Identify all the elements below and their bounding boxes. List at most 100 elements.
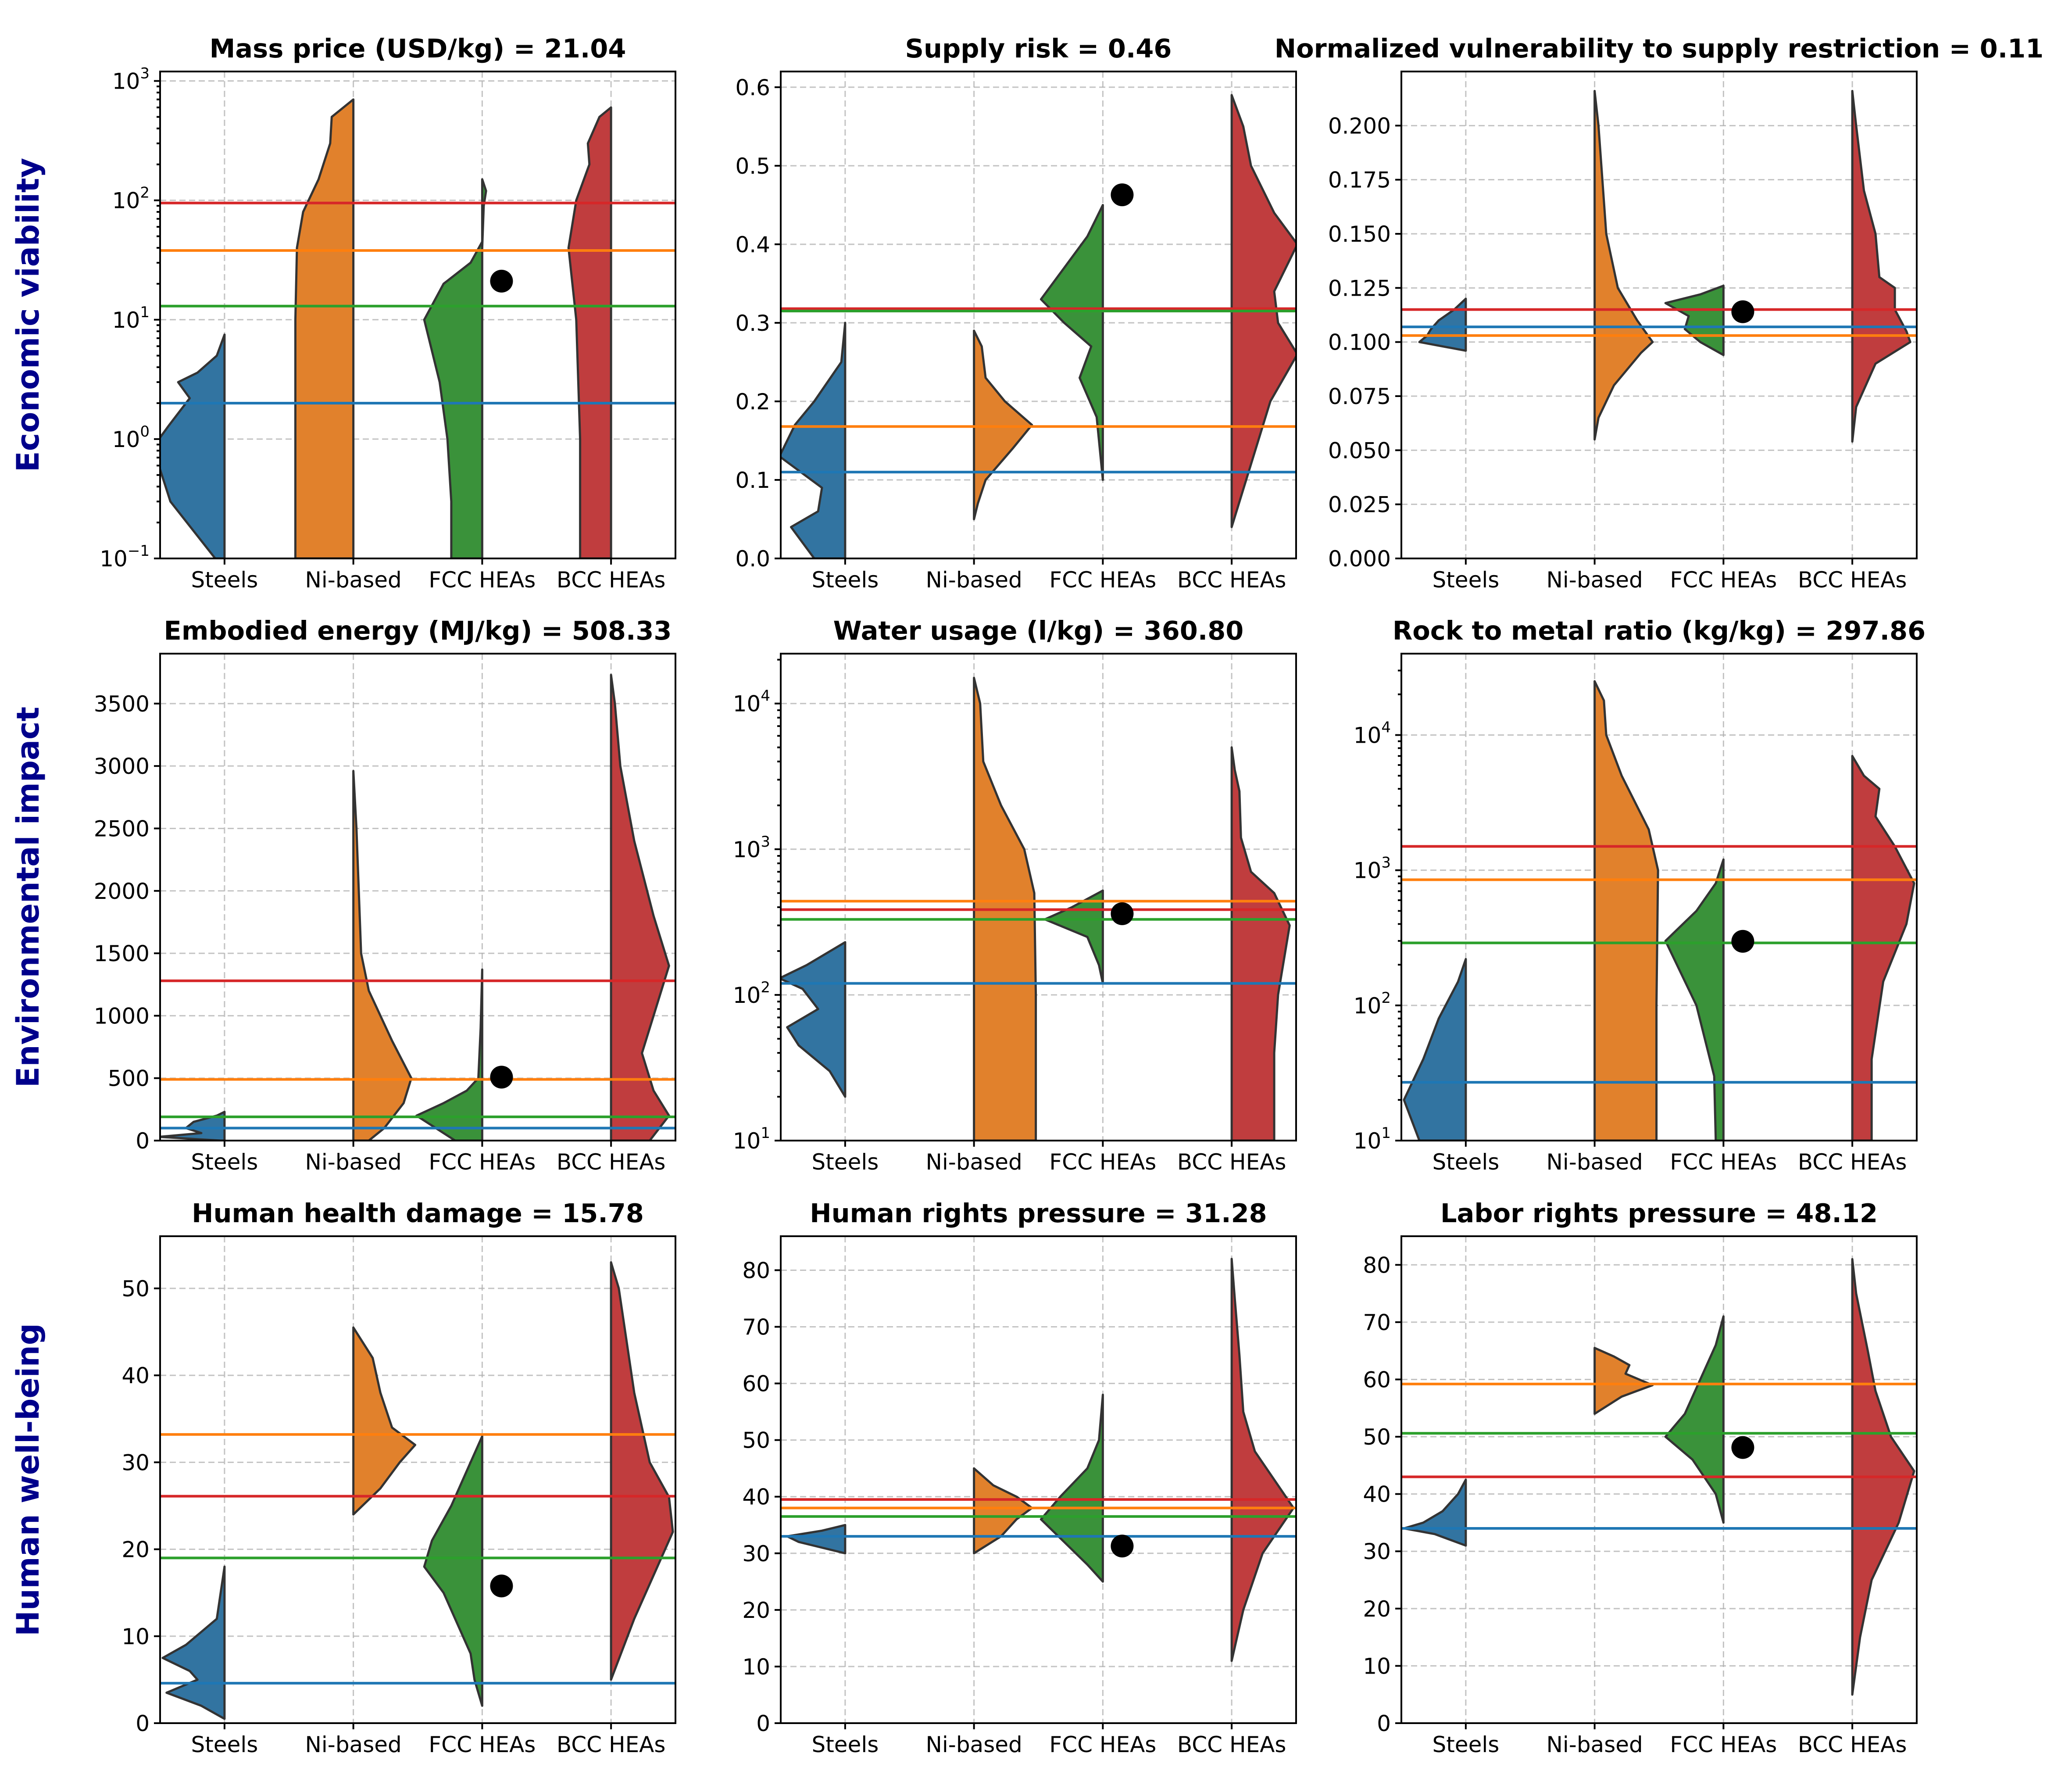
y-tick-label: 0.1	[735, 468, 770, 493]
y-tick-label: 3500	[94, 691, 150, 717]
x-tick-label: FCC HEAs	[1049, 1732, 1156, 1757]
y-tick-label: 1500	[94, 941, 150, 966]
x-tick-label: Steels	[1432, 567, 1499, 593]
violin-bcc-heas	[1851, 89, 1911, 443]
y-tick-label: 30	[1363, 1539, 1391, 1564]
violin-steels	[781, 941, 847, 1098]
x-tick-label: Ni-based	[925, 1732, 1022, 1757]
y-tick-label: 102	[1354, 989, 1391, 1019]
y-tick-label: 30	[742, 1541, 770, 1567]
axes-frame	[1400, 653, 1918, 1141]
x-tick-label: FCC HEAs	[1670, 567, 1777, 593]
panel-5: 101 102 103 104 Steels Ni-based FCC HEAs BCC HE…	[733, 615, 1297, 1175]
x-tick-label: FCC HEAs	[429, 1149, 536, 1175]
y-tick-label: 0.175	[1328, 168, 1391, 193]
y-tick-label: 0.150	[1328, 222, 1391, 247]
axes-frame	[780, 71, 1297, 559]
y-tick-label: 30	[121, 1450, 150, 1475]
y-tick-label: 3000	[94, 754, 150, 779]
y-tick-label: 0.5	[735, 154, 770, 179]
y-tick-label: 0.000	[1328, 546, 1391, 572]
x-tick-label: Ni-based	[1546, 1732, 1643, 1757]
y-tick-label: 0.025	[1328, 492, 1391, 518]
y-tick-label: 60	[742, 1371, 770, 1397]
violin-bcc-heas	[610, 1261, 674, 1681]
violin-fcc-heas	[1040, 204, 1104, 481]
violin-fcc-heas	[481, 178, 487, 249]
row-label: Economic viability	[10, 158, 46, 472]
alloy-marker	[1731, 300, 1754, 323]
violin-ni-based	[352, 770, 413, 1141]
panel-title: Supply risk = 0.46	[905, 33, 1172, 64]
panel-title: Rock to metal ratio (kg/kg) = 297.86	[1393, 615, 1926, 646]
violin-ni-based	[1593, 1347, 1654, 1415]
violin-steels	[161, 1565, 226, 1720]
alloy-marker	[490, 269, 513, 293]
x-tick-label: BCC HEAs	[557, 1149, 666, 1175]
y-tick-label: 0.6	[735, 75, 770, 100]
y-tick-label: 0.125	[1328, 275, 1391, 301]
violin-ni-based	[1593, 680, 1659, 1141]
violin-steels	[160, 333, 226, 558]
x-tick-label: Steels	[191, 1149, 258, 1175]
violin-fcc-heas	[1040, 1393, 1104, 1583]
alloy-marker	[1731, 1436, 1754, 1459]
x-tick-label: BCC HEAs	[1798, 1732, 1907, 1757]
y-tick-label: 0.200	[1328, 113, 1391, 139]
plot-area	[1401, 72, 1917, 558]
violin-bcc-heas	[610, 673, 670, 1141]
y-tick-label: 0	[136, 1711, 150, 1736]
violin-steels	[786, 1524, 847, 1555]
y-tick-label: 50	[121, 1276, 150, 1302]
y-tick-label: 102	[112, 184, 150, 214]
y-tick-label: 0.050	[1328, 438, 1391, 463]
y-tick-label: 103	[1354, 854, 1391, 884]
panel-title: Mass price (USD/kg) = 21.04	[210, 33, 626, 64]
panel-title: Water usage (l/kg) = 360.80	[833, 615, 1244, 646]
panel-title: Human rights pressure = 31.28	[810, 1198, 1267, 1228]
x-tick-label: FCC HEAs	[1670, 1149, 1777, 1175]
y-tick-label: 40	[742, 1485, 770, 1510]
panel-2: 0.0 0.1 0.2 0.3 0.4 0.5 0.6 Steels Ni-based FCC H…	[735, 33, 1297, 593]
violin-fcc-heas	[415, 968, 483, 1141]
plot-area	[160, 654, 675, 1141]
violin-steels	[1418, 297, 1467, 352]
y-tick-label: 40	[121, 1363, 150, 1388]
plot-area	[1401, 1236, 1917, 1723]
x-tick-label: Steels	[191, 567, 258, 593]
y-tick-label: 0.3	[735, 311, 770, 336]
x-tick-label: Ni-based	[925, 567, 1022, 593]
row-label: Environmental impact	[10, 707, 46, 1088]
axes-frame	[1400, 1235, 1918, 1724]
plot-area	[781, 1236, 1296, 1723]
violin-fcc-heas	[1664, 858, 1725, 1141]
y-tick-label: 101	[733, 1124, 770, 1154]
axes-frame	[780, 653, 1297, 1141]
y-tick-label: 102	[733, 979, 770, 1008]
panel-title: Embodied energy (MJ/kg) = 508.33	[164, 615, 672, 646]
plot-area	[1401, 654, 1917, 1141]
x-tick-label: BCC HEAs	[557, 567, 666, 593]
alloy-marker	[490, 1066, 513, 1089]
x-tick-label: FCC HEAs	[429, 1732, 536, 1757]
x-tick-label: FCC HEAs	[1670, 1732, 1777, 1757]
y-tick-label: 1000	[94, 1003, 150, 1029]
y-tick-label: 2500	[94, 816, 150, 841]
panel-title: Normalized vulnerability to supply restr…	[1275, 33, 2043, 64]
violin-bcc-heas	[1230, 746, 1291, 1141]
violin-steels	[1403, 1478, 1467, 1547]
y-tick-label: 10−1	[100, 542, 150, 572]
x-tick-label: BCC HEAs	[557, 1732, 666, 1757]
x-tick-label: Steels	[811, 1149, 879, 1175]
violin-ni-based	[294, 98, 355, 558]
y-tick-label: 2000	[94, 879, 150, 904]
violin-ni-based	[352, 1326, 417, 1516]
y-tick-label: 103	[733, 833, 770, 862]
alloy-marker	[1111, 183, 1134, 207]
y-tick-label: 10	[1363, 1653, 1391, 1679]
axes-frame	[159, 653, 676, 1141]
panel-title: Labor rights pressure = 48.12	[1440, 1198, 1878, 1228]
alloy-marker	[490, 1574, 513, 1598]
panel-9: 0 10 20 30 40 50 60 70 80 Steels Ni-based FCC HEAs B…	[1363, 1198, 1918, 1757]
